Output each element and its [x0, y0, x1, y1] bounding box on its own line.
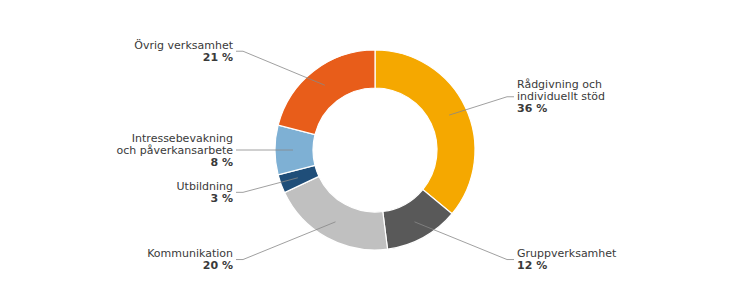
wedge [285, 176, 388, 250]
leader-line [236, 222, 335, 260]
leader-line [449, 97, 514, 115]
value-label: 36 % [517, 102, 547, 115]
value-label: 20 % [203, 259, 233, 272]
wedge [383, 190, 452, 250]
value-label: 21 % [203, 51, 233, 64]
labels: Rådgivning ochindividuellt stöd36 %Grupp… [117, 39, 618, 272]
leader-line [236, 51, 325, 85]
leader-lines [236, 51, 514, 259]
leader-line [236, 150, 293, 151]
value-label: 3 % [210, 192, 233, 205]
leader-line [415, 222, 514, 260]
leader-line [236, 178, 298, 193]
wedge [375, 50, 475, 214]
donut-chart: Rådgivning ochindividuellt stöd36 %Grupp… [0, 0, 750, 300]
wedge [278, 50, 375, 135]
wedges [275, 50, 475, 250]
value-label: 12 % [517, 259, 547, 272]
category-label: Intressebevakningoch påverkansarbete [117, 132, 234, 157]
category-label: Rådgivning ochindividuellt stöd [517, 78, 605, 103]
value-label: 8 % [210, 156, 233, 169]
chart-container: Rådgivning ochindividuellt stöd36 %Grupp… [0, 0, 750, 300]
